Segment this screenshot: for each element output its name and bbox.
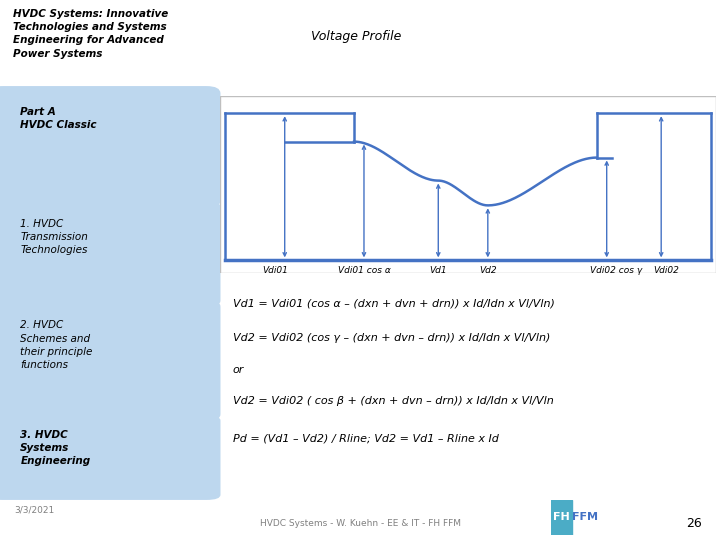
Text: 3. HVDC
Systems
Engineering: 3. HVDC Systems Engineering	[20, 430, 91, 467]
Text: Part A
HVDC Classic: Part A HVDC Classic	[20, 107, 96, 130]
FancyBboxPatch shape	[0, 200, 220, 307]
Bar	[551, 500, 572, 535]
Text: Vd1 = Vdi01 (cos α – (dxn + dvn + drn)) x Id/Idn x Vl/Vln): Vd1 = Vdi01 (cos α – (dxn + dvn + drn)) …	[233, 299, 554, 309]
Text: HVDC Systems - W. Kuehn - EE & IT - FH FFM: HVDC Systems - W. Kuehn - EE & IT - FH F…	[259, 519, 461, 528]
Text: 1. HVDC
Transmission
Technologies: 1. HVDC Transmission Technologies	[20, 219, 89, 255]
Text: 3/3/2021: 3/3/2021	[14, 506, 55, 515]
Text: Vd2 = Vdi02 ( cos β + (dxn + dvn – drn)) x Id/Idn x Vl/Vln: Vd2 = Vdi02 ( cos β + (dxn + dvn – drn))…	[233, 396, 554, 406]
Text: FFM: FFM	[572, 512, 598, 522]
Text: 2. HVDC
Schemes and
their principle
functions: 2. HVDC Schemes and their principle func…	[20, 320, 93, 370]
Text: Vdi02 cos γ: Vdi02 cos γ	[590, 266, 643, 275]
Text: Vd2 = Vdi02 (cos γ – (dxn + dvn – drn)) x Id/Idn x Vl/Vln): Vd2 = Vdi02 (cos γ – (dxn + dvn – drn)) …	[233, 333, 550, 343]
Text: Vdi01 cos α: Vdi01 cos α	[338, 266, 390, 275]
FancyBboxPatch shape	[0, 299, 220, 422]
Text: FH: FH	[553, 512, 570, 522]
Text: Vd1: Vd1	[429, 266, 447, 275]
Text: Pd = (Vd1 – Vd2) / Rline; Vd2 = Vd1 – Rline x Id: Pd = (Vd1 – Vd2) / Rline; Vd2 = Vd1 – Rl…	[233, 434, 498, 443]
Text: HVDC Systems: Innovative
Technologies and Systems
Engineering for Advanced
Power: HVDC Systems: Innovative Technologies an…	[13, 9, 168, 59]
Text: or: or	[233, 365, 244, 375]
Text: 26: 26	[686, 517, 702, 530]
FancyBboxPatch shape	[0, 86, 220, 208]
Text: Vdi01: Vdi01	[262, 266, 288, 275]
Text: Vd2: Vd2	[479, 266, 497, 275]
Text: Voltage Profile: Voltage Profile	[311, 30, 402, 43]
Text: Vdi02: Vdi02	[653, 266, 679, 275]
FancyBboxPatch shape	[0, 415, 220, 500]
